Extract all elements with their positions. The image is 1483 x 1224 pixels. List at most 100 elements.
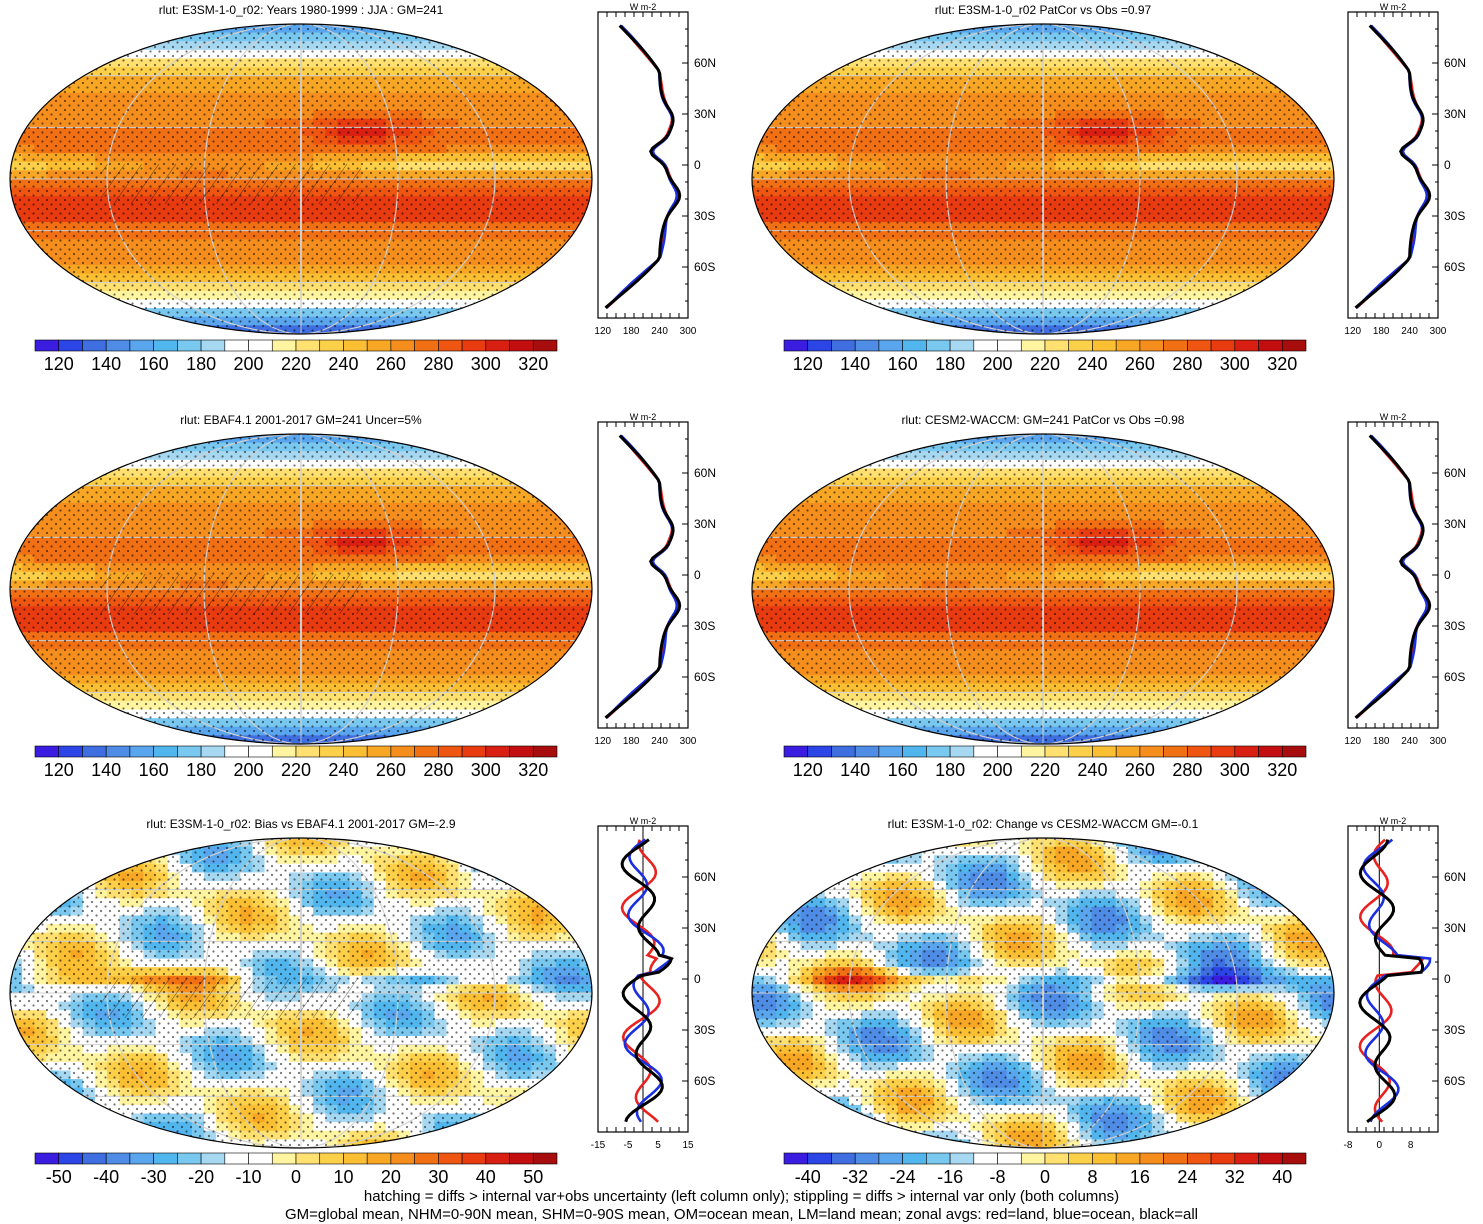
- map-field: [752, 838, 1335, 1149]
- colorbar-tick-label: 320: [518, 760, 548, 780]
- colorbar-tick-label: 220: [1030, 760, 1060, 780]
- colorbar-tick-label: 200: [983, 760, 1013, 780]
- colorbar-tick-label: 120: [44, 760, 74, 780]
- profile-lat-label: 60N: [694, 56, 716, 70]
- profile-xtick-label: 300: [680, 326, 697, 337]
- colorbar-tick-label: -16: [937, 1167, 963, 1187]
- colorbar-tick-label: 180: [186, 760, 216, 780]
- colorbar-tick-label: 200: [234, 354, 264, 374]
- profile-lat-label: 60S: [1444, 1074, 1465, 1088]
- panel-title: rlut: E3SM-1-0_r02: Bias vs EBAF4.1 2001…: [146, 817, 455, 831]
- profile-lat-label: 30N: [1444, 921, 1466, 935]
- profile-unit: W m-2: [1380, 412, 1407, 422]
- colorbar-tick-label: 32: [1225, 1167, 1245, 1187]
- profile-lat-label: 0: [1444, 972, 1451, 986]
- colorbar-tick-label: 40: [476, 1167, 496, 1187]
- colorbar-tick-label: 8: [1087, 1167, 1097, 1187]
- panel-title: rlut: E3SM-1-0_r02 PatCor vs Obs =0.97: [935, 3, 1152, 17]
- profile-lat-label: 30N: [694, 107, 716, 121]
- profile-unit: W m-2: [1380, 2, 1407, 12]
- colorbar-tick-label: 160: [888, 354, 918, 374]
- colorbar-tick-label: 280: [1172, 354, 1202, 374]
- colorbar-tick-label: -24: [890, 1167, 916, 1187]
- profile-xtick-label: 15: [682, 1140, 694, 1151]
- profile-lat-label: 0: [694, 568, 701, 582]
- colorbar-tick-label: 300: [471, 354, 501, 374]
- profile-lat-label: 60N: [1444, 466, 1466, 480]
- panel-1: rlut: E3SM-1-0_r02: Years 1980-1999 : JJ…: [10, 2, 716, 374]
- profile-unit: W m-2: [630, 2, 657, 12]
- colorbar-tick-label: 260: [376, 354, 406, 374]
- profile-lat-label: 30S: [1444, 1023, 1465, 1037]
- colorbar-tick-label: 140: [91, 354, 121, 374]
- colorbar-tick-label: 24: [1177, 1167, 1197, 1187]
- colorbar-tick-label: 160: [139, 760, 169, 780]
- panel-title: rlut: CESM2-WACCM: GM=241 PatCor vs Obs …: [902, 413, 1185, 427]
- footer-note-legend: GM=global mean, NHM=0-90N mean, SHM=0-90…: [0, 1206, 1483, 1224]
- profile-lat-label: 0: [694, 158, 701, 172]
- profile-xtick-label: 180: [623, 736, 640, 747]
- colorbar-tick-label: 300: [1220, 760, 1250, 780]
- profile-xtick-label: 180: [1373, 326, 1390, 337]
- profile-lat-label: 0: [694, 972, 701, 986]
- profile-xtick-label: 240: [651, 736, 668, 747]
- profile-xtick-label: 300: [680, 736, 697, 747]
- profile-lat-label: 30S: [1444, 209, 1465, 223]
- profile-xtick-label: 120: [1344, 736, 1361, 747]
- colorbar-tick-label: 120: [793, 354, 823, 374]
- profile-lat-label: 60N: [1444, 56, 1466, 70]
- profile-lat-label: 60S: [694, 1074, 715, 1088]
- colorbar-tick-label: 320: [1267, 354, 1297, 374]
- colorbar-tick-label: 50: [523, 1167, 543, 1187]
- profile-xtick-label: 120: [1344, 326, 1361, 337]
- colorbar-tick-label: 160: [888, 760, 918, 780]
- colorbar-tick-label: -8: [990, 1167, 1006, 1187]
- profile-lat-label: 60N: [1444, 870, 1466, 884]
- colorbar-tick-label: 140: [91, 760, 121, 780]
- colorbar-tick-label: 280: [423, 354, 453, 374]
- map-field: [10, 24, 593, 335]
- map-field: [10, 838, 593, 1149]
- profile-xtick-label: -15: [591, 1140, 606, 1151]
- map-field: [752, 434, 1335, 745]
- colorbar-tick-label: -50: [46, 1167, 72, 1187]
- colorbar-tick-label: 180: [186, 354, 216, 374]
- colorbar-tick-label: 240: [1077, 354, 1107, 374]
- profile-xtick-label: 120: [594, 736, 611, 747]
- hatching-overlay: [101, 978, 361, 1018]
- colorbar-tick-label: -30: [141, 1167, 167, 1187]
- colorbar-tick-label: 200: [234, 760, 264, 780]
- colorbar-tick-label: 0: [1040, 1167, 1050, 1187]
- profile-lat-label: 30N: [1444, 107, 1466, 121]
- colorbar-tick-label: 160: [139, 354, 169, 374]
- profile-xtick-label: 300: [1430, 736, 1447, 747]
- profile-lat-label: 30S: [694, 619, 715, 633]
- colorbar-tick-label: 140: [840, 760, 870, 780]
- colorbar-tick-label: 280: [1172, 760, 1202, 780]
- profile-xtick-label: 120: [594, 326, 611, 337]
- profile-lat-label: 30N: [694, 921, 716, 935]
- profile-lat-label: 60S: [694, 670, 715, 684]
- colorbar-tick-label: 220: [281, 354, 311, 374]
- profile-lat-label: 30N: [694, 517, 716, 531]
- colorbar-tick-label: 220: [1030, 354, 1060, 374]
- profile-lat-label: 60S: [1444, 670, 1465, 684]
- colorbar-tick-label: 320: [518, 354, 548, 374]
- profile-xtick-label: 180: [1373, 736, 1390, 747]
- colorbar-tick-label: -40: [795, 1167, 821, 1187]
- profile-xtick-label: 8: [1408, 1140, 1414, 1151]
- panel-5: rlut: E3SM-1-0_r02: Bias vs EBAF4.1 2001…: [10, 816, 716, 1187]
- colorbar-tick-label: 120: [44, 354, 74, 374]
- profile-lat-label: 60S: [694, 260, 715, 274]
- profile-lat-label: 60S: [1444, 260, 1465, 274]
- panel-title: rlut: E3SM-1-0_r02: Years 1980-1999 : JJ…: [159, 3, 444, 17]
- profile-lat-label: 60N: [694, 466, 716, 480]
- panel-2: rlut: E3SM-1-0_r02 PatCor vs Obs =0.97 12…: [752, 2, 1466, 374]
